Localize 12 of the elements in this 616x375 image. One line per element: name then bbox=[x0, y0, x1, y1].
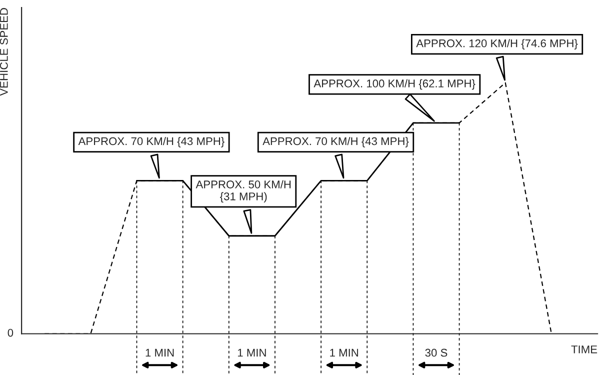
annotation: APPROX. 50 KM/H {31 MPH) bbox=[196, 180, 291, 203]
text: APPROX. 120 KM/H {74.6 MPH} bbox=[416, 39, 578, 50]
annotation: APPROX. 100 KM/H {62.1 MPH} bbox=[314, 79, 476, 90]
text: 30 S bbox=[425, 348, 448, 357]
annotation: APPROX. 70 KM/H {43 MPH} bbox=[78, 136, 224, 148]
annotation: APPROX. 70 KM/H {43 MPH} bbox=[262, 136, 409, 148]
text: 1 MIN bbox=[330, 348, 358, 357]
text: 1 MIN bbox=[238, 348, 266, 357]
text: 0 bbox=[8, 328, 14, 337]
x-axis-title: TIME bbox=[571, 346, 598, 354]
y-axis-title: VEHICLE SPEED bbox=[0, 8, 8, 96]
text: 1 MIN bbox=[146, 348, 174, 357]
